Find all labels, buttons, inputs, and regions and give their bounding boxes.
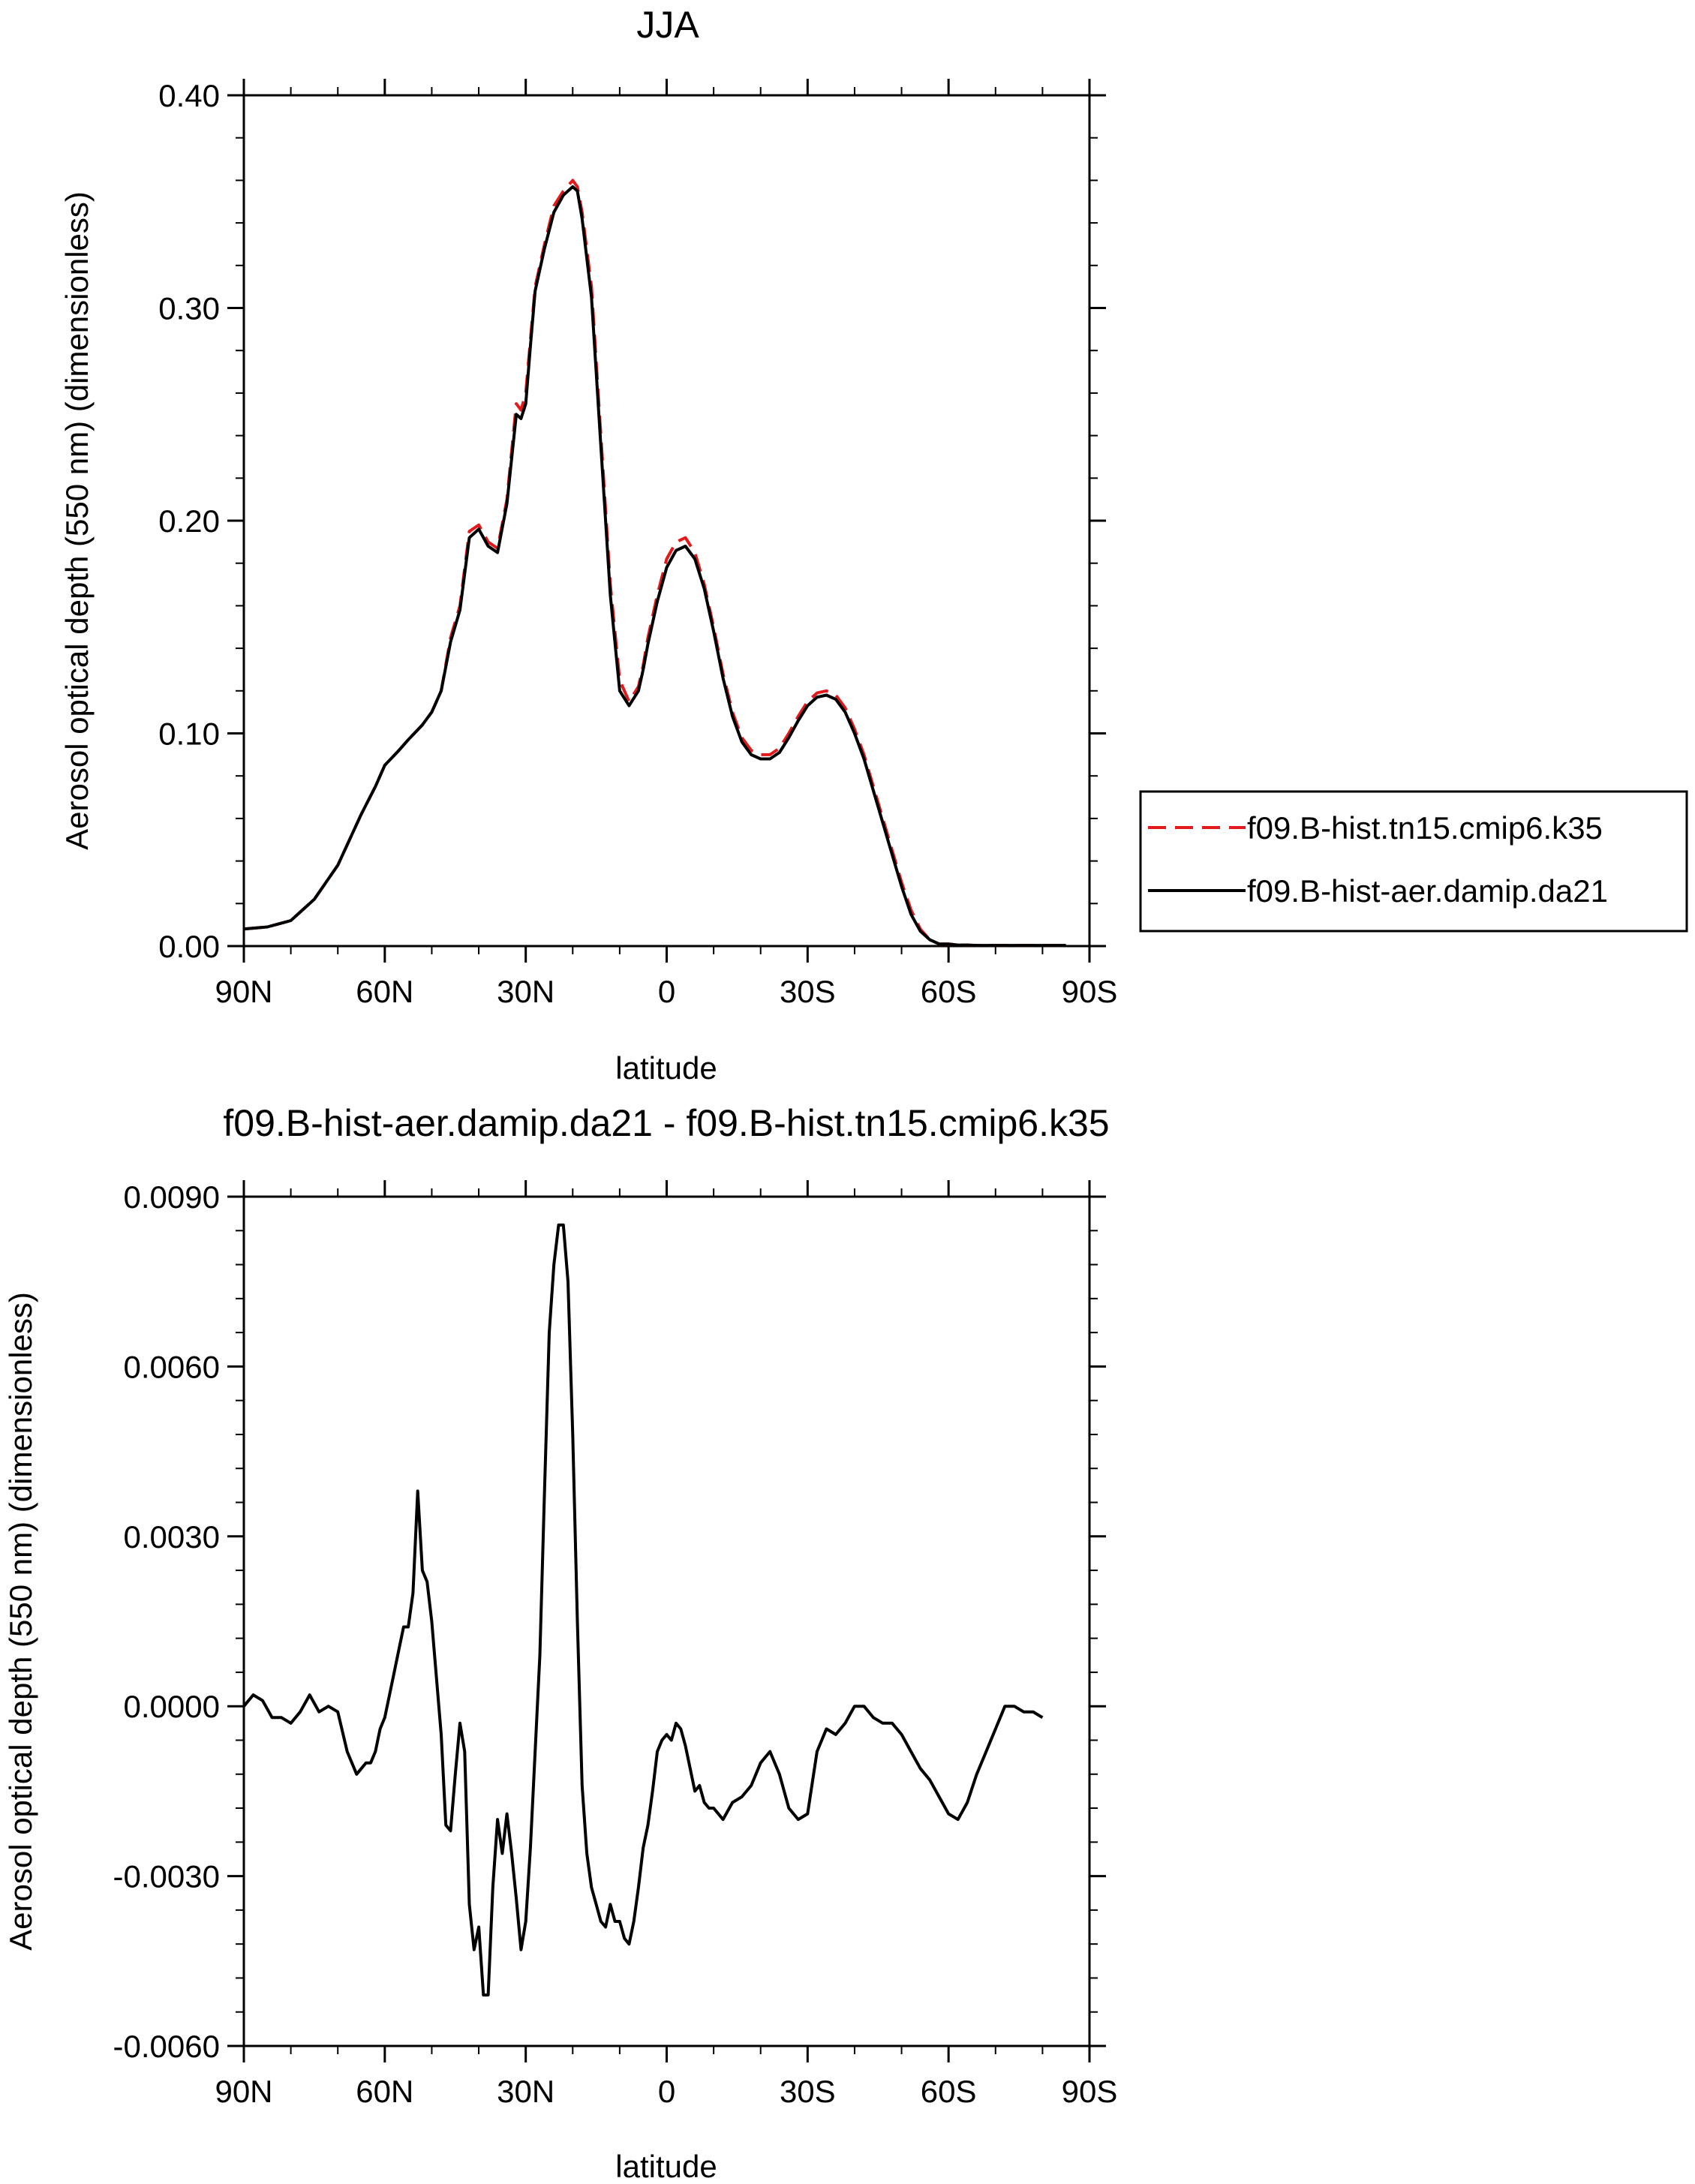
x-tick-labels-bottom: 90N 60N 30N 0 30S 60S 90S	[215, 2074, 1117, 2109]
plot-frame-top	[242, 94, 1091, 948]
series-line-1	[242, 1223, 1044, 1997]
chart-title-bottom: f09.B-hist-aer.damip.da21 - f09.B-hist.t…	[223, 1102, 1109, 1144]
y-tick-label: 0.0030	[124, 1519, 220, 1555]
y-tick-label: 0.20	[158, 503, 220, 539]
x-tick-label: 90S	[1062, 974, 1118, 1009]
legend-box	[1139, 790, 1688, 933]
y-tick-label: 0.10	[158, 716, 220, 752]
x-tick-label: 60S	[921, 2074, 977, 2109]
plot-frame-bottom	[242, 1195, 1091, 2047]
y-tick-label: 0.40	[158, 78, 220, 113]
series-lines-top	[243, 179, 1066, 948]
x-tick-label: 0	[658, 2074, 675, 2109]
top-chart: JJA 90N 60N 30N 0 30S 60S 90S 0.00 0.10 0.20 0.30…	[59, 4, 1688, 1086]
tick-marks-bottom	[227, 1180, 1106, 2062]
x-tick-label: 60N	[356, 974, 413, 1009]
y-tick-label: 0.30	[158, 291, 220, 326]
y-tick-label: -0.0030	[113, 1859, 220, 1894]
y-tick-labels-bottom: -0.0060 -0.0030 0.0000 0.0030 0.0060 0.0090	[113, 1179, 220, 2064]
y-tick-labels-top: 0.00 0.10 0.20 0.30 0.40	[158, 78, 220, 964]
series-lines-bottom	[242, 1223, 1044, 1997]
y-tick-label: -0.0060	[113, 2029, 220, 2064]
x-tick-label: 90N	[215, 974, 272, 1009]
x-tick-label: 90S	[1062, 2074, 1118, 2109]
x-tick-label: 30S	[780, 974, 836, 1009]
y-tick-label: 0.0000	[124, 1689, 220, 1724]
x-tick-label: 30S	[780, 2074, 836, 2109]
y-axis-title-bottom: Aerosol optical depth (550 nm) (dimensio…	[3, 1292, 38, 1951]
x-tick-label: 30N	[497, 974, 554, 1009]
y-axis-title-top: Aerosol optical depth (550 nm) (dimensio…	[59, 191, 95, 850]
series-line-1	[243, 179, 1066, 948]
series-line-2	[243, 185, 1066, 948]
y-tick-label: 0.00	[158, 929, 220, 964]
legend: f09.B-hist.tn15.cmip6.k35 f09.B-hist-aer…	[1139, 790, 1688, 933]
x-tick-label: 0	[658, 974, 675, 1009]
y-tick-label: 0.0090	[124, 1179, 220, 1215]
x-tick-labels-top: 90N 60N 30N 0 30S 60S 90S	[215, 974, 1117, 1009]
x-tick-label: 90N	[215, 2074, 272, 2109]
x-axis-title-bottom: latitude	[615, 2149, 717, 2184]
x-tick-label: 60N	[356, 2074, 413, 2109]
x-axis-title-top: latitude	[615, 1050, 717, 1086]
x-tick-label: 30N	[497, 2074, 554, 2109]
chart-title-top: JJA	[636, 4, 699, 46]
tick-marks-top	[227, 79, 1106, 963]
legend-label-series-2: f09.B-hist-aer.damip.da21	[1247, 873, 1608, 909]
legend-label-series-1: f09.B-hist.tn15.cmip6.k35	[1247, 810, 1603, 846]
y-tick-label: 0.0060	[124, 1349, 220, 1384]
x-tick-label: 60S	[921, 974, 977, 1009]
bottom-chart: f09.B-hist-aer.damip.da21 - f09.B-hist.t…	[3, 1102, 1117, 2184]
